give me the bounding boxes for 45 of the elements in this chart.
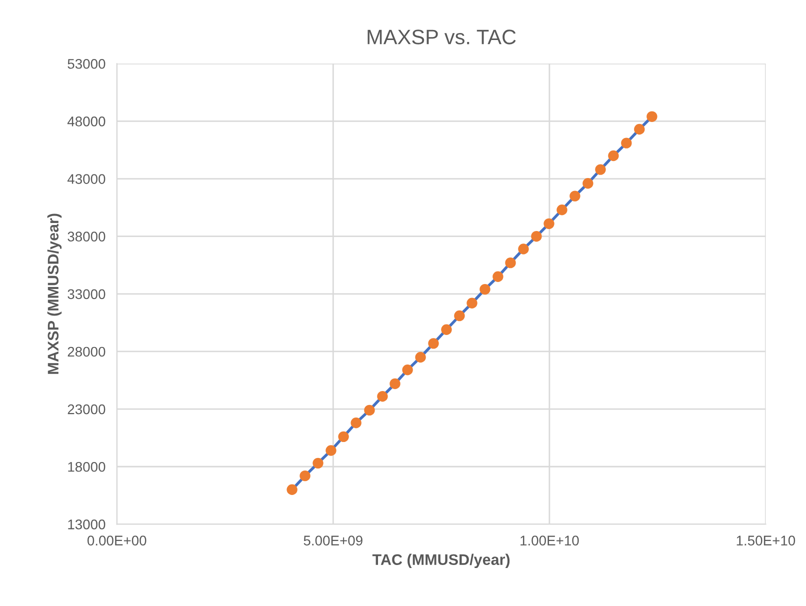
point	[364, 404, 375, 416]
point	[646, 111, 658, 122]
x-tick-label: 5.00E+09	[304, 536, 362, 546]
point	[518, 244, 529, 254]
point	[621, 138, 632, 148]
point	[300, 470, 310, 482]
point	[608, 150, 619, 162]
y-tick-label: 43000	[67, 174, 106, 184]
x-axis-title: TAC (MMUSD/year)	[372, 554, 510, 568]
y-tick-label: 13000	[68, 520, 106, 530]
y-tick-label: 28000	[68, 346, 106, 357]
y-tick-label: 23000	[68, 404, 106, 414]
point	[544, 218, 554, 230]
point	[286, 484, 298, 495]
x-tick-label: 1.50E+10	[736, 536, 796, 546]
point	[377, 391, 388, 402]
x-tick-label: 1.00E+10	[520, 536, 579, 546]
x-tick-label: 0.00E+00	[87, 536, 146, 546]
point	[570, 190, 580, 202]
point	[466, 298, 478, 308]
y-tick-label: 53000	[68, 58, 106, 69]
point	[338, 431, 349, 442]
point	[402, 364, 413, 376]
point	[531, 230, 542, 242]
point	[634, 124, 645, 135]
point	[480, 284, 490, 295]
point	[582, 178, 594, 189]
point	[428, 338, 439, 349]
point	[312, 458, 324, 469]
point	[390, 378, 400, 390]
y-tick-label: 33000	[68, 289, 106, 300]
point	[595, 164, 606, 175]
point	[492, 271, 504, 282]
point	[454, 310, 465, 322]
point	[326, 445, 336, 456]
y-axis-title: MAXSP (MMUSD/year)	[47, 214, 62, 374]
point	[441, 324, 452, 335]
y-tick-label: 48000	[67, 116, 106, 126]
y-tick-label: 38000	[68, 232, 106, 242]
point	[556, 204, 568, 216]
point	[505, 257, 516, 268]
y-tick-label: 18000	[68, 462, 106, 472]
point	[415, 352, 426, 363]
point	[350, 418, 362, 428]
chart-title: MAXSP vs. TAC	[368, 30, 516, 44]
